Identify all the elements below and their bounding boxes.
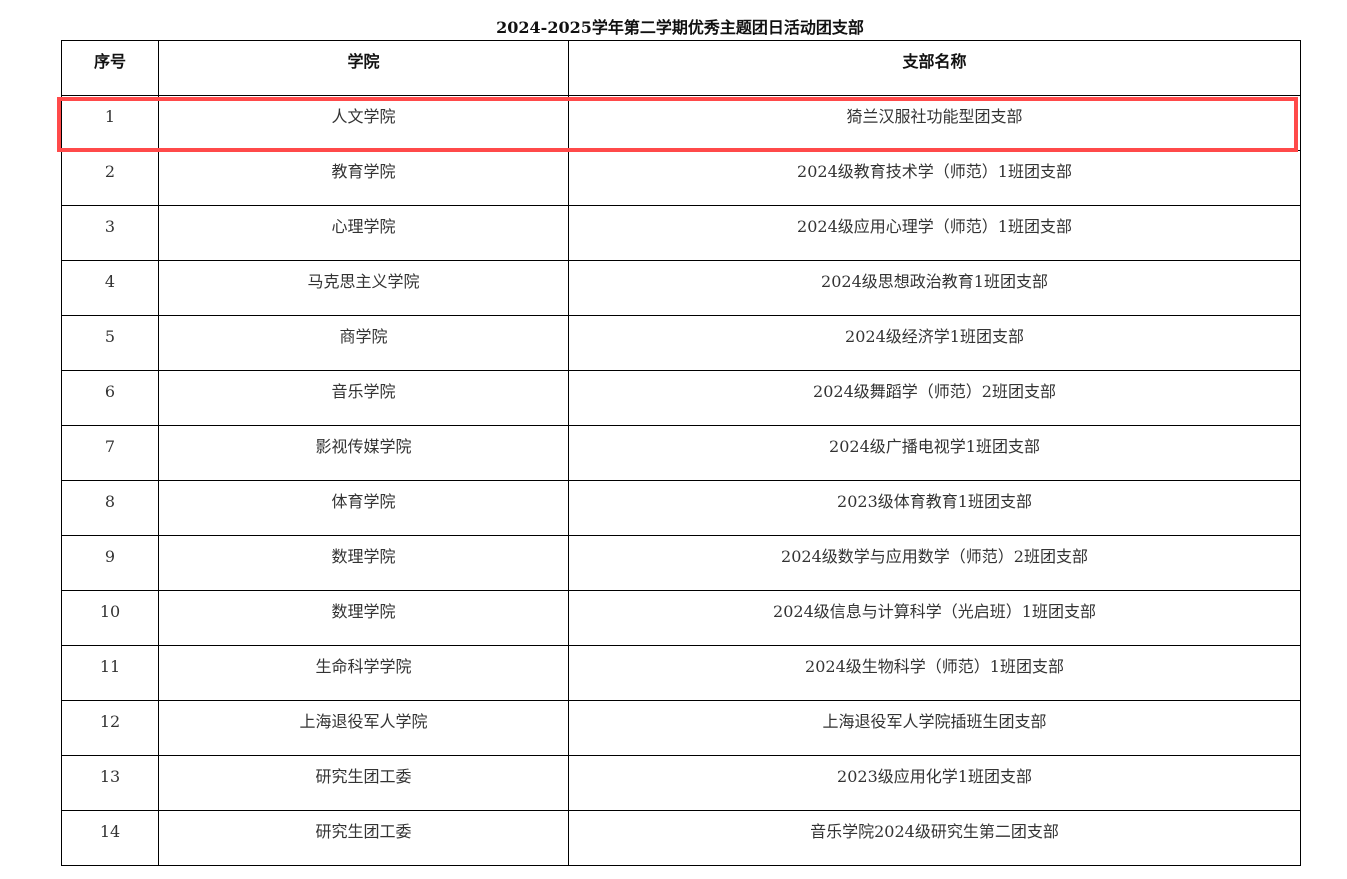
cell-index: 1 bbox=[61, 95, 159, 151]
cell-college: 数理学院 bbox=[158, 590, 569, 646]
cell-index: 13 bbox=[61, 755, 159, 811]
cell-college: 生命科学学院 bbox=[158, 645, 569, 701]
cell-index: 14 bbox=[61, 810, 159, 866]
table-row: 11 生命科学学院 2024级生物科学（师范）1班团支部 bbox=[61, 645, 1301, 701]
table-row: 14 研究生团工委 音乐学院2024级研究生第二团支部 bbox=[61, 810, 1301, 866]
cell-index: 10 bbox=[61, 590, 159, 646]
table-row: 9 数理学院 2024级数学与应用数学（师范）2班团支部 bbox=[61, 535, 1301, 591]
cell-college: 数理学院 bbox=[158, 535, 569, 591]
cell-college: 马克思主义学院 bbox=[158, 260, 569, 316]
table-row: 7 影视传媒学院 2024级广播电视学1班团支部 bbox=[61, 425, 1301, 481]
table-row: 6 音乐学院 2024级舞蹈学（师范）2班团支部 bbox=[61, 370, 1301, 426]
cell-branch-name: 猗兰汉服社功能型团支部 bbox=[568, 95, 1301, 151]
header-index: 序号 bbox=[61, 40, 159, 96]
cell-college: 体育学院 bbox=[158, 480, 569, 536]
branch-table: 序号 学院 支部名称 1 人文学院 猗兰汉服社功能型团支部 2 教育学院 2024级教育技… bbox=[61, 40, 1301, 866]
table-row: 1 人文学院 猗兰汉服社功能型团支部 bbox=[61, 95, 1301, 151]
cell-branch-name: 2024级思想政治教育1班团支部 bbox=[568, 260, 1301, 316]
cell-branch-name: 2024级信息与计算科学（光启班）1班团支部 bbox=[568, 590, 1301, 646]
cell-college: 音乐学院 bbox=[158, 370, 569, 426]
cell-college: 教育学院 bbox=[158, 150, 569, 206]
table-row: 2 教育学院 2024级教育技术学（师范）1班团支部 bbox=[61, 150, 1301, 206]
cell-branch-name: 音乐学院2024级研究生第二团支部 bbox=[568, 810, 1301, 866]
cell-index: 5 bbox=[61, 315, 159, 371]
document-title: 2024-2025学年第二学期优秀主题团日活动团支部 bbox=[496, 18, 864, 37]
cell-branch-name: 2024级舞蹈学（师范）2班团支部 bbox=[568, 370, 1301, 426]
cell-college: 上海退役军人学院 bbox=[158, 700, 569, 756]
cell-index: 6 bbox=[61, 370, 159, 426]
cell-index: 2 bbox=[61, 150, 159, 206]
cell-branch-name: 2024级经济学1班团支部 bbox=[568, 315, 1301, 371]
cell-branch-name: 2024级广播电视学1班团支部 bbox=[568, 425, 1301, 481]
cell-branch-name: 2024级生物科学（师范）1班团支部 bbox=[568, 645, 1301, 701]
cell-college: 商学院 bbox=[158, 315, 569, 371]
table-row: 4 马克思主义学院 2024级思想政治教育1班团支部 bbox=[61, 260, 1301, 316]
cell-branch-name: 2023级体育教育1班团支部 bbox=[568, 480, 1301, 536]
cell-college: 人文学院 bbox=[158, 95, 569, 151]
cell-index: 3 bbox=[61, 205, 159, 261]
cell-college: 研究生团工委 bbox=[158, 810, 569, 866]
cell-branch-name: 2023级应用化学1班团支部 bbox=[568, 755, 1301, 811]
cell-index: 12 bbox=[61, 700, 159, 756]
table-row: 8 体育学院 2023级体育教育1班团支部 bbox=[61, 480, 1301, 536]
cell-college: 影视传媒学院 bbox=[158, 425, 569, 481]
cell-branch-name: 2024级数学与应用数学（师范）2班团支部 bbox=[568, 535, 1301, 591]
cell-index: 7 bbox=[61, 425, 159, 481]
cell-college: 心理学院 bbox=[158, 205, 569, 261]
header-college: 学院 bbox=[158, 40, 569, 96]
header-branch-name: 支部名称 bbox=[568, 40, 1301, 96]
table-row: 3 心理学院 2024级应用心理学（师范）1班团支部 bbox=[61, 205, 1301, 261]
table-row: 10 数理学院 2024级信息与计算科学（光启班）1班团支部 bbox=[61, 590, 1301, 646]
table-row: 12 上海退役军人学院 上海退役军人学院插班生团支部 bbox=[61, 700, 1301, 756]
table-row: 13 研究生团工委 2023级应用化学1班团支部 bbox=[61, 755, 1301, 811]
cell-branch-name: 2024级应用心理学（师范）1班团支部 bbox=[568, 205, 1301, 261]
cell-index: 11 bbox=[61, 645, 159, 701]
cell-branch-name: 2024级教育技术学（师范）1班团支部 bbox=[568, 150, 1301, 206]
cell-college: 研究生团工委 bbox=[158, 755, 569, 811]
cell-branch-name: 上海退役军人学院插班生团支部 bbox=[568, 700, 1301, 756]
cell-index: 8 bbox=[61, 480, 159, 536]
cell-index: 4 bbox=[61, 260, 159, 316]
table-row: 5 商学院 2024级经济学1班团支部 bbox=[61, 315, 1301, 371]
cell-index: 9 bbox=[61, 535, 159, 591]
table-header-row: 序号 学院 支部名称 bbox=[61, 40, 1301, 96]
